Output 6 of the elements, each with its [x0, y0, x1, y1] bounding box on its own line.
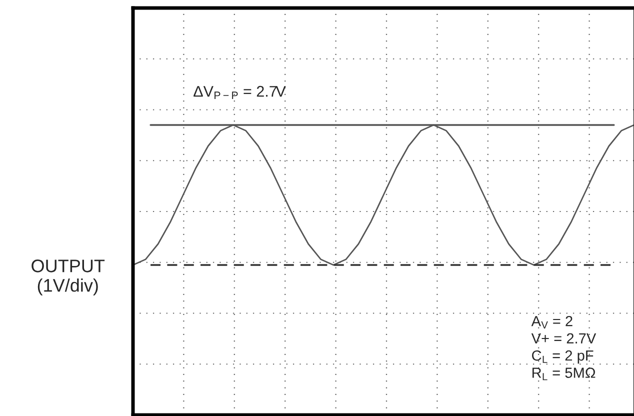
text: V+ = 2.7V [531, 333, 596, 344]
text: A$_{V}$ = 2 [531, 316, 572, 328]
text: C$_{L}$ = 2 pF [532, 350, 594, 364]
y-axis-title: OUTPUT (1V/div) [32, 260, 105, 296]
text: R$_{L}$ = 5MΩ [532, 368, 596, 380]
text: ΔV$_{P−P}$ = 2.7V [194, 86, 286, 100]
